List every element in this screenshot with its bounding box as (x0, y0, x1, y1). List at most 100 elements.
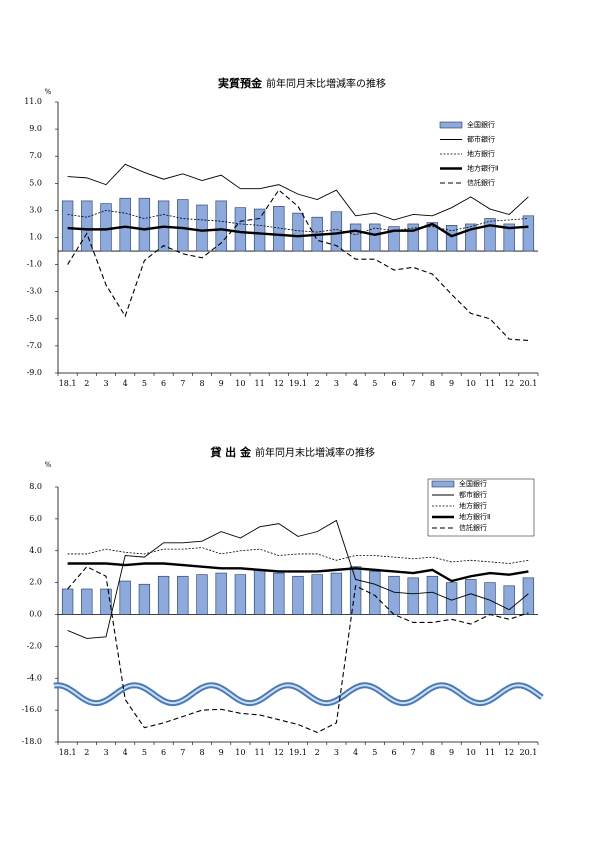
x-tick-label: 3 (334, 379, 339, 388)
bar (292, 575, 304, 615)
y-unit: % (45, 461, 52, 469)
x-tick-label: 10 (466, 379, 476, 388)
legend-label: 地方銀行 (467, 149, 495, 158)
y-tick-label: 11.0 (24, 97, 42, 106)
x-tick-label: 12 (504, 748, 514, 757)
bar (253, 208, 266, 252)
x-tick-label: 6 (391, 748, 396, 757)
bar (273, 572, 285, 615)
bar (81, 588, 93, 615)
legend-label: 全国銀行 (459, 479, 487, 488)
y-tick-label: 7.0 (29, 151, 42, 160)
x-tick-label: 3 (103, 748, 108, 757)
x-tick-label: 4 (123, 748, 128, 757)
legend-swatch (431, 480, 455, 488)
bar (119, 197, 131, 252)
x-tick-label: 7 (180, 748, 185, 757)
x-tick-label: 10 (235, 379, 245, 388)
x-tick-label: 18.1 (59, 748, 77, 757)
bar (330, 572, 343, 615)
y-tick-label: 5.0 (29, 178, 42, 187)
legend-label: 都市銀行 (459, 490, 487, 499)
series-line (67, 163, 529, 221)
y-tick-label: 8.0 (29, 482, 42, 491)
bar (119, 580, 131, 615)
x-tick-label: 2 (315, 748, 320, 757)
bar (273, 206, 285, 252)
bar (100, 203, 112, 252)
series-line (67, 222, 529, 238)
x-tick-label: 7 (411, 379, 416, 388)
series-line (67, 562, 529, 583)
x-tick-label: 10 (466, 748, 476, 757)
bar (215, 572, 227, 615)
x-tick-label: 4 (353, 748, 358, 757)
bar (388, 575, 400, 615)
bar (253, 569, 266, 615)
bar (522, 215, 535, 252)
x-tick-label: 8 (430, 379, 435, 388)
bar (138, 583, 151, 615)
x-tick-label: 10 (235, 748, 245, 757)
y-tick-label: -5.0 (27, 314, 42, 323)
bar (177, 199, 189, 252)
bar (369, 571, 381, 615)
x-tick-label: 11 (255, 748, 265, 757)
bar (215, 200, 227, 252)
bar (330, 211, 343, 252)
x-tick-label: 8 (199, 748, 204, 757)
y-tick-label: 2.0 (29, 578, 42, 587)
y-tick-label: -3.0 (27, 287, 42, 296)
y-tick-label: -4.0 (27, 673, 42, 682)
x-tick-label: 19.1 (289, 379, 307, 388)
bar (465, 223, 477, 252)
chart-title: 貸 出 金 (209, 445, 252, 459)
x-tick-label: 9 (449, 748, 454, 757)
x-tick-label: 8 (199, 379, 204, 388)
series-line (67, 519, 529, 639)
y-tick-label: 4.0 (29, 546, 42, 555)
bar (349, 566, 362, 615)
bar (61, 588, 74, 615)
series-line (67, 547, 529, 564)
legend-swatch (439, 121, 463, 129)
legend-label: 全国銀行 (467, 120, 495, 129)
bar (157, 575, 170, 615)
chart-subtitle: 前年同月末比増減率の推移 (266, 77, 386, 90)
bar (503, 223, 515, 252)
legend-label: 地方銀行Ⅱ (467, 164, 498, 173)
x-tick-label: 7 (411, 748, 416, 757)
axis-break-inner (53, 684, 543, 705)
legend-label: 都市銀行 (467, 135, 495, 144)
bar (311, 574, 323, 615)
x-tick-label: 2 (84, 379, 89, 388)
x-tick-label: 3 (103, 379, 108, 388)
legend-label: 信託銀行 (459, 523, 487, 532)
x-tick-label: 12 (504, 379, 514, 388)
bar (177, 575, 189, 615)
y-tick-label: -18.0 (21, 737, 42, 746)
y-tick-label: -7.0 (27, 341, 42, 350)
bar (234, 207, 247, 252)
y-tick-label: -16.0 (21, 705, 42, 714)
chart-title: 実質預金 (218, 76, 263, 90)
y-tick-label: 0.0 (29, 610, 42, 619)
x-tick-label: 4 (123, 379, 128, 388)
bar (388, 226, 400, 252)
y-tick-label: -1.0 (27, 260, 42, 269)
bar (426, 575, 439, 615)
x-tick-label: 5 (372, 748, 377, 757)
bar (234, 574, 247, 615)
x-tick-label: 20.1 (519, 379, 537, 388)
legend-label: 地方銀行Ⅱ (459, 512, 490, 521)
x-tick-label: 20.1 (519, 748, 537, 757)
y-tick-label: 6.0 (29, 514, 42, 523)
x-tick-label: 8 (430, 748, 435, 757)
x-tick-label: 6 (161, 748, 166, 757)
x-tick-label: 5 (142, 748, 147, 757)
series-line (67, 189, 529, 342)
y-tick-label: 1.0 (29, 233, 42, 242)
x-tick-label: 5 (372, 379, 377, 388)
